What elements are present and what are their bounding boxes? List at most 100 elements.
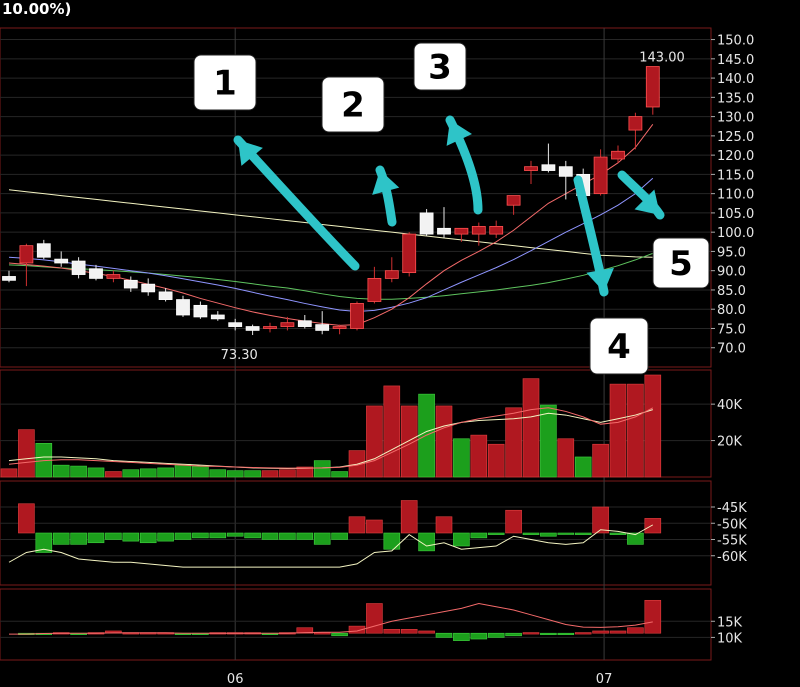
price-tick-label: 135.0 [717,91,754,106]
volume-bar [52,464,70,478]
indicator1-tick-label: -50K [717,517,747,532]
candle-body [228,322,243,327]
candle-body [263,326,277,329]
indicator1-bar [331,532,348,540]
indicator1-bar [157,532,174,542]
volume-bar [366,405,383,478]
axis-labels: 150.0 145.0 140.0 135.0 130.0 125.0 120.0 115.0… [227,34,754,687]
indicator2-line [9,603,653,635]
price-tick-label: 100.0 [717,226,754,241]
volume-panel [0,374,662,478]
candle-body [36,243,51,258]
annotation-box [413,42,467,91]
candle-body [280,322,295,327]
annotation-number: 3 [428,48,452,88]
candle-body [611,150,625,160]
indicator1-tick-label: -60K [717,550,747,565]
volume-bar [157,467,174,478]
volume-bar [522,378,540,478]
indicator2-bar [540,632,557,636]
indicator2-bar [609,630,627,634]
volume-bar [279,469,296,478]
annotation-arrowhead [238,140,263,166]
annotation-number: 4 [607,327,631,367]
volume-ma-line [8,407,654,469]
indicator2-bar [557,632,575,636]
annotation-arrowhead [372,170,400,195]
volume-bar [453,438,470,478]
annotation-number: 1 [213,64,237,104]
price-tick-label: 95.0 [717,245,746,260]
candle-body [193,304,208,318]
header-text: 10.00%) [2,0,71,18]
indicator1-bar [105,532,122,540]
candle-body [367,277,382,302]
volume-bar [592,443,609,478]
volume-bar [18,429,35,478]
annotation-box [589,317,649,375]
candle-body [245,326,260,331]
volume-tick-label: 20K [717,435,743,450]
grid-lines [0,27,712,661]
price-tick-label: 130.0 [717,111,754,126]
indicator2-bar [348,625,366,634]
candle-body [419,212,434,235]
indicator2-bar [522,632,540,635]
volume-bar [609,383,627,478]
indicator1-bar [52,532,70,545]
candle-body [489,225,504,235]
candle-body [454,227,469,235]
volume-bar [400,405,418,478]
indicator1-bar [522,532,540,535]
indicator2-bar [418,630,435,634]
indicator1-bar [505,509,522,534]
annotation-number: 2 [341,86,365,126]
indicator-panel-1 [8,500,662,568]
indicator1-bar [87,532,105,544]
indicator1-bar [244,532,261,539]
indicator1-bar [592,506,609,534]
indicator1-bar [470,532,488,539]
annotation-box [193,54,257,111]
price-tick-label: 90.0 [717,265,746,280]
moving-average-line [8,177,654,313]
volume-bar [627,383,644,478]
indicator1-bar [261,532,279,540]
indicator2-bar [331,632,348,637]
volume-bar [644,374,662,478]
volume-bar [540,404,557,478]
candle-body [106,274,121,279]
candle-body [628,116,643,131]
moving-average-line [8,252,653,300]
price-tick-label: 105.0 [717,207,754,222]
price-tick-label: 140.0 [717,72,754,87]
indicator1-bar [18,503,35,534]
arrowhead-shape [586,267,614,292]
volume-bar [87,467,105,478]
indicator1-bar [366,519,383,534]
indicator2-bar [505,632,522,637]
volume-bar [70,465,87,478]
price-tick-label: 150.0 [717,34,754,49]
candle-body [2,276,16,281]
candle-body [384,270,399,279]
indicator1-bar [35,532,53,553]
indicator1-bar [435,516,453,534]
indicator-panel-2 [9,599,662,641]
volume-bar [313,460,331,478]
volume-tick-label: 40K [717,398,743,413]
indicator2-bar [435,632,453,638]
candle-body [158,291,173,300]
indicator1-tick-label: -45K [717,501,747,516]
candle-body [89,268,103,279]
candle-body [332,326,347,329]
annotation-arrowhead [634,189,660,215]
price-panel: 73.30 143.00 [2,51,685,363]
volume-bar [122,469,140,478]
indicator1-bar [313,532,331,545]
arrowhead-shape [634,189,660,215]
indicator1-bar [279,532,296,540]
indicator2-bar [574,632,592,635]
annotation-number: 5 [669,244,693,284]
candle-body [350,303,364,329]
